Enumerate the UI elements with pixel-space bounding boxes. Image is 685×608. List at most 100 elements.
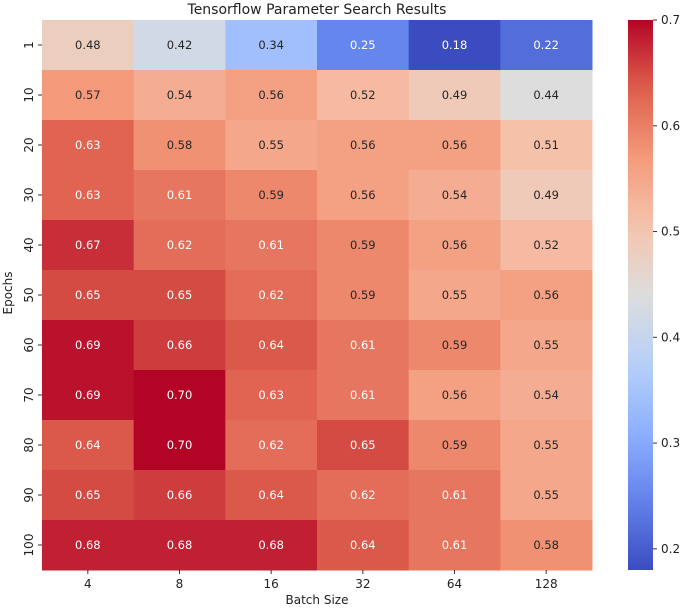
cell-value-label: 0.59 <box>442 338 468 352</box>
heatmap-cell <box>408 270 501 321</box>
cell-value-label: 0.56 <box>442 388 468 402</box>
colorbar: 0.2 0.3 0.4 0.5 0.6 0.7 <box>628 13 680 570</box>
heatmap-cell <box>408 120 501 171</box>
chart-title: Tensorflow Parameter Search Results <box>187 2 447 18</box>
heatmap-cell <box>133 220 226 271</box>
heatmap-cell <box>317 420 410 471</box>
cell-value-label: 0.62 <box>258 288 284 302</box>
heatmap-cell <box>408 470 501 521</box>
heatmap-cell <box>42 220 135 271</box>
cell-value-label: 0.68 <box>258 538 284 552</box>
cell-value-label: 0.70 <box>167 438 193 452</box>
colorbar-tick-label: 0.5 <box>661 225 680 239</box>
y-tick-label: 60 <box>22 337 36 352</box>
cell-value-label: 0.55 <box>442 288 468 302</box>
heatmap-cell <box>317 220 410 271</box>
x-axis-label: Batch Size <box>286 593 349 607</box>
cell-value-label: 0.61 <box>258 238 284 252</box>
cell-value-label: 0.66 <box>167 488 193 502</box>
cell-value-label: 0.61 <box>167 188 193 202</box>
heatmap-cell <box>225 70 318 121</box>
cell-value-label: 0.55 <box>533 338 559 352</box>
heatmap-cell <box>500 20 593 71</box>
heatmap-cell <box>408 370 501 421</box>
cell-value-label: 0.68 <box>167 538 193 552</box>
y-tick-label: 90 <box>22 487 36 502</box>
cell-value-label: 0.68 <box>75 538 101 552</box>
cell-value-label: 0.54 <box>533 388 559 402</box>
cell-value-label: 0.22 <box>533 38 559 52</box>
heatmap-cell <box>500 220 593 271</box>
heatmap-cell <box>317 470 410 521</box>
colorbar-tick-label: 0.3 <box>661 436 680 450</box>
cell-value-label: 0.42 <box>167 38 193 52</box>
cell-value-label: 0.64 <box>258 488 284 502</box>
heatmap-cell <box>133 520 226 571</box>
x-tick-label: 32 <box>355 577 370 591</box>
cell-value-label: 0.63 <box>75 138 101 152</box>
cell-value-label: 0.56 <box>442 238 468 252</box>
cell-value-label: 0.65 <box>167 288 193 302</box>
y-axis-label: Epochs <box>1 272 15 315</box>
y-tick-label: 30 <box>22 187 36 202</box>
heatmap-cell <box>500 520 593 571</box>
colorbar-tick-label: 0.2 <box>661 542 680 556</box>
heatmap-cell <box>133 70 226 121</box>
cell-value-label: 0.51 <box>533 138 559 152</box>
cell-value-label: 0.62 <box>167 238 193 252</box>
cell-value-label: 0.61 <box>350 388 376 402</box>
y-tick-label: 70 <box>22 387 36 402</box>
heatmap-cell <box>133 470 226 521</box>
x-tick-label: 8 <box>176 577 184 591</box>
cell-value-label: 0.18 <box>442 38 468 52</box>
heatmap-cell <box>500 420 593 471</box>
cell-value-label: 0.63 <box>75 188 101 202</box>
cell-value-label: 0.59 <box>350 288 376 302</box>
heatmap-cell <box>42 420 135 471</box>
heatmap-cell <box>133 370 226 421</box>
heatmap-cell <box>317 70 410 121</box>
cell-value-label: 0.59 <box>258 188 284 202</box>
heatmap-cell <box>317 520 410 571</box>
heatmap-cell <box>42 470 135 521</box>
heatmap-cell <box>133 120 226 171</box>
cell-value-label: 0.25 <box>350 38 376 52</box>
cell-value-label: 0.58 <box>533 538 559 552</box>
heatmap-cell <box>408 420 501 471</box>
heatmap-cell <box>42 370 135 421</box>
y-tick-label: 40 <box>22 237 36 252</box>
heatmap-cell <box>225 370 318 421</box>
cell-value-label: 0.59 <box>442 438 468 452</box>
heatmap-cell <box>42 120 135 171</box>
y-tick-label: 80 <box>22 437 36 452</box>
heatmap-cell <box>225 520 318 571</box>
cell-value-label: 0.56 <box>350 138 376 152</box>
heatmap-cell <box>500 70 593 121</box>
cell-value-label: 0.65 <box>350 438 376 452</box>
x-tick-label: 16 <box>264 577 279 591</box>
cell-value-label: 0.61 <box>442 538 468 552</box>
cell-value-label: 0.52 <box>533 238 559 252</box>
y-tick-label: 1 <box>22 41 36 49</box>
cell-value-label: 0.49 <box>533 188 559 202</box>
heatmap-cell <box>225 120 318 171</box>
y-tick-label: 20 <box>22 137 36 152</box>
heatmap-cells: 0.48 0.42 0.34 0.25 0.18 0.22 0.57 0.54 0.56 0.52… <box>42 20 593 571</box>
cell-value-label: 0.54 <box>442 188 468 202</box>
heatmap-cell <box>133 420 226 471</box>
cell-value-label: 0.64 <box>258 338 284 352</box>
heatmap-cell <box>317 320 410 371</box>
x-tick-label: 128 <box>535 577 558 591</box>
heatmap-cell <box>500 170 593 221</box>
colorbar-tick-label: 0.7 <box>661 13 680 27</box>
heatmap-cell <box>42 20 135 71</box>
colorbar-gradient <box>628 20 653 570</box>
cell-value-label: 0.55 <box>533 488 559 502</box>
heatmap-cell <box>42 170 135 221</box>
x-tick-label: 64 <box>447 577 462 591</box>
cell-value-label: 0.59 <box>350 238 376 252</box>
cell-value-label: 0.49 <box>442 88 468 102</box>
cell-value-label: 0.56 <box>258 88 284 102</box>
cell-value-label: 0.56 <box>350 188 376 202</box>
